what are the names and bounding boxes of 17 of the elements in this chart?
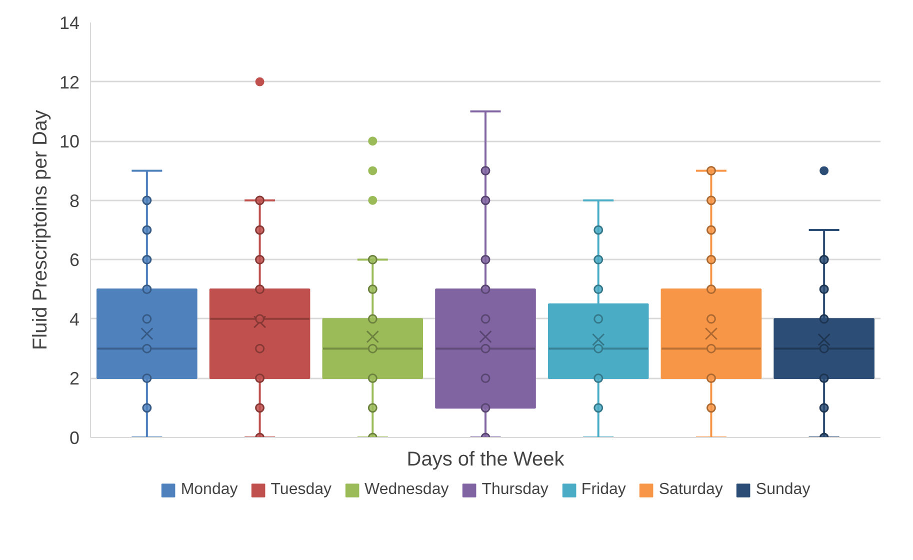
- y-tick-label: 6: [69, 250, 80, 270]
- y-tick-label: 10: [59, 132, 80, 152]
- legend-label: Sunday: [756, 481, 810, 499]
- legend-label: Thursday: [482, 481, 548, 499]
- y-tick-label: 14: [59, 13, 80, 33]
- x-axis-title: Days of the Week: [406, 448, 566, 470]
- y-tick-label: 0: [69, 428, 80, 448]
- y-tick-label: 4: [69, 309, 80, 330]
- legend-label: Friday: [581, 481, 626, 499]
- legend-label: Tuesday: [270, 481, 332, 499]
- y-tick-label: 12: [59, 72, 80, 92]
- legend-label: Wednesday: [364, 481, 449, 499]
- legend-label: Saturday: [658, 481, 723, 499]
- y-axis-title: Fluid Prescriptoins per Day: [29, 110, 52, 350]
- y-tick-label: 8: [69, 190, 80, 211]
- legend-label: Monday: [180, 481, 238, 499]
- y-tick-label: 2: [69, 368, 80, 389]
